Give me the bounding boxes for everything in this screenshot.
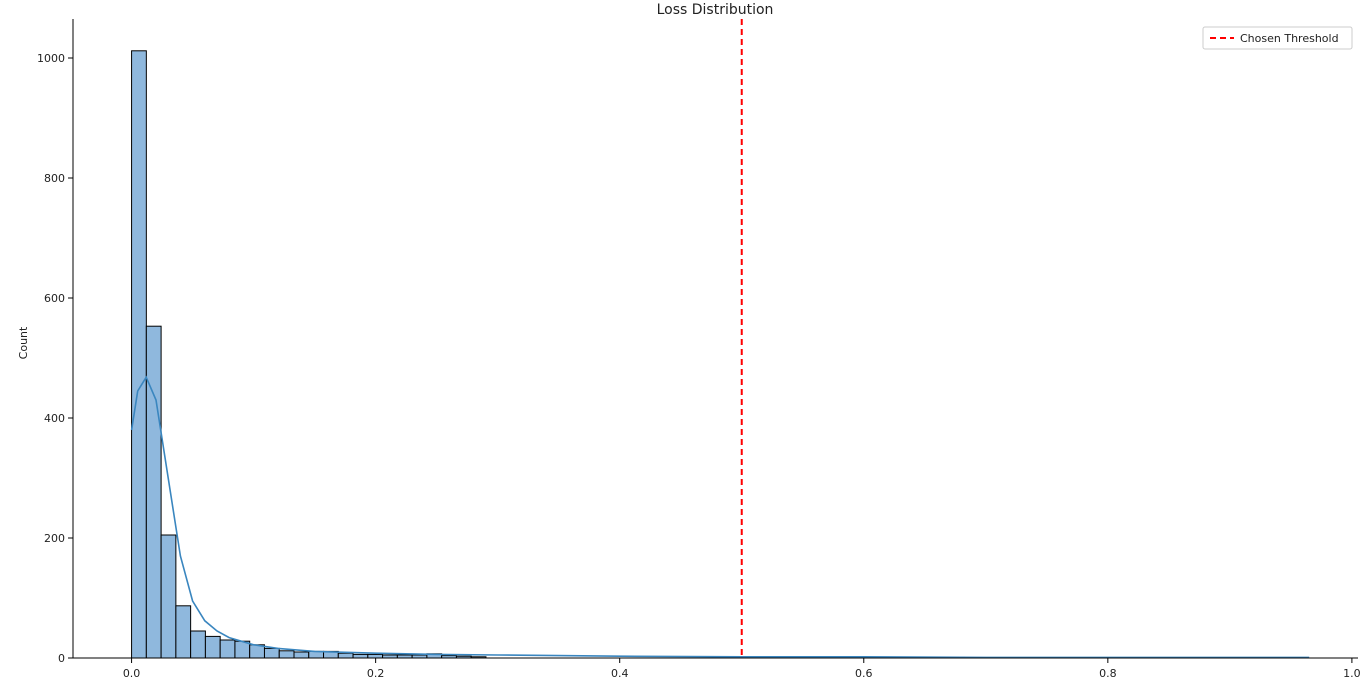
kde-curve <box>130 375 1310 659</box>
histogram-bar <box>160 534 177 659</box>
legend-frame <box>1202 26 1353 50</box>
y-tick-label: 200 <box>44 532 65 545</box>
histogram-bar <box>367 653 384 659</box>
x-tick-label: 0.0 <box>123 667 141 680</box>
histogram-bar <box>352 653 369 659</box>
y-tick-label: 0 <box>58 652 65 665</box>
legend: Chosen Threshold <box>1202 26 1353 50</box>
histogram-bar <box>293 651 310 659</box>
x-tick-label: 0.6 <box>855 667 873 680</box>
histogram-bar <box>145 325 162 659</box>
x-tick-label: 0.8 <box>1099 667 1117 680</box>
x-tick-label: 1.0 <box>1343 667 1361 680</box>
histogram-bar <box>175 605 192 659</box>
histogram-bar <box>219 639 236 659</box>
chart-title: Loss Distribution <box>657 2 774 18</box>
y-tick-label: 400 <box>44 412 65 425</box>
axes: 0.0 0.2 0.4 0.6 0.8 1.0 0 200 400 600 800 1000 <box>37 19 1361 680</box>
histogram-bar <box>263 647 280 659</box>
histogram-bar <box>131 50 147 659</box>
histogram-bar <box>337 652 354 659</box>
histogram-bar <box>204 635 221 659</box>
legend-label-threshold: Chosen Threshold <box>1240 32 1339 45</box>
histogram-bars <box>131 50 487 659</box>
y-axis-label: Count <box>17 326 30 359</box>
y-tick-label: 800 <box>44 172 65 185</box>
y-tick-label: 1000 <box>37 52 65 65</box>
x-tick-label: 0.4 <box>611 667 629 680</box>
y-tick-label: 600 <box>44 292 65 305</box>
x-tick-label: 0.2 <box>367 667 385 680</box>
histogram-bar <box>278 650 295 659</box>
histogram-bar <box>190 630 206 659</box>
